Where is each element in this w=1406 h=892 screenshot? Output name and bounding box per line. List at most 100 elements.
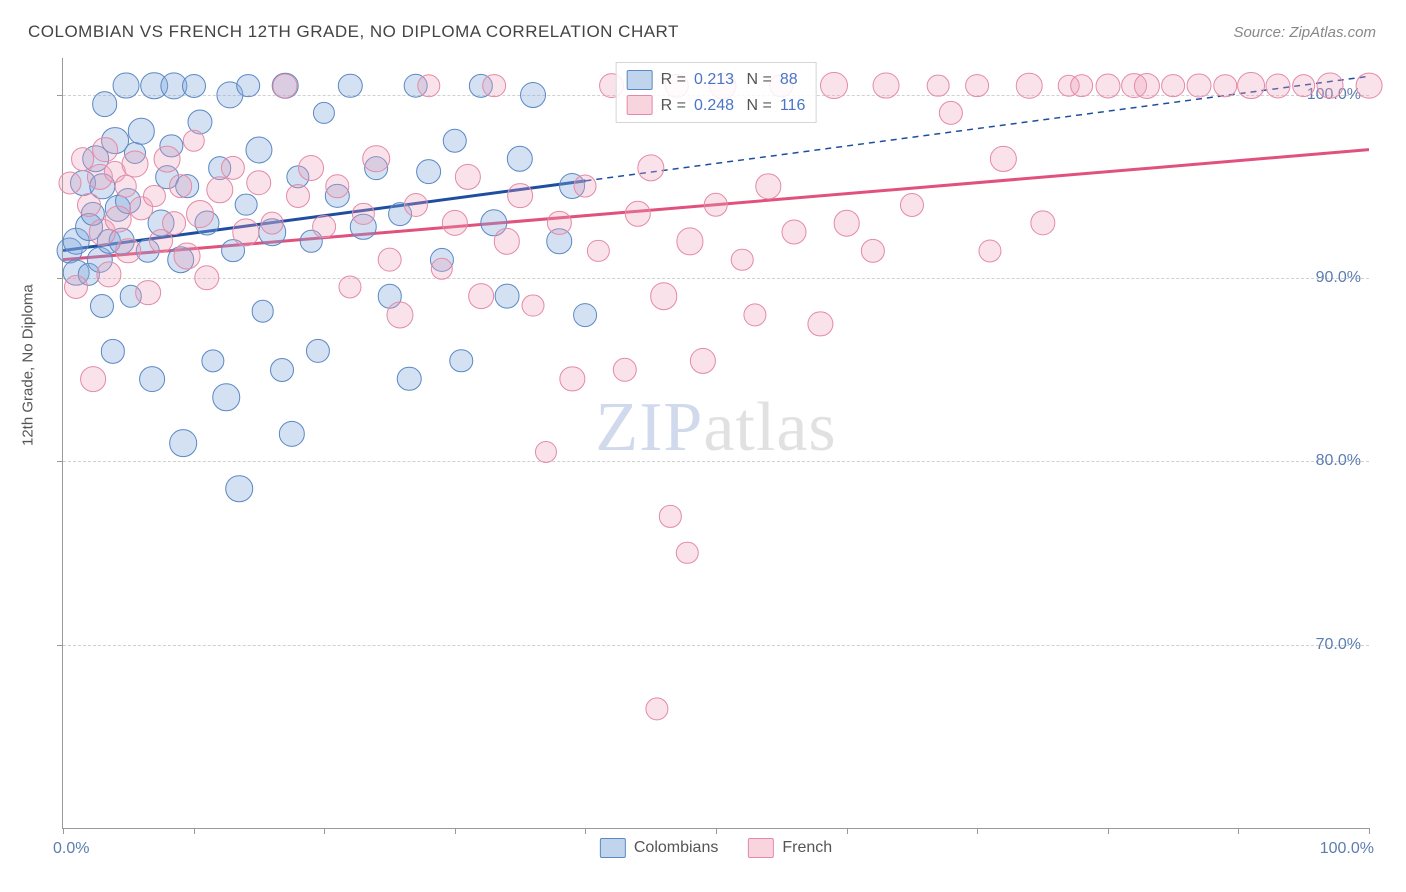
source-label: Source: ZipAtlas.com (1233, 24, 1376, 41)
data-point (431, 258, 453, 280)
data-point (637, 154, 664, 181)
data-point (522, 294, 545, 317)
data-point (443, 128, 467, 152)
r-label: R = (661, 67, 686, 93)
data-point (560, 366, 585, 391)
data-point (965, 74, 989, 98)
n-label: N = (742, 67, 772, 93)
data-point (58, 171, 81, 194)
data-point (186, 200, 214, 228)
data-point (96, 262, 121, 287)
data-point (624, 201, 650, 227)
swatch-blue-icon (600, 838, 626, 858)
y-axis-label: 12th Grade, No Diploma (20, 284, 37, 446)
data-point (704, 192, 728, 216)
data-point (872, 72, 899, 99)
y-tick-label: 90.0% (1316, 269, 1361, 287)
data-point (756, 174, 781, 199)
plot-area: ZIPatlas 70.0%80.0%90.0%100.0% R = 0.213… (62, 58, 1369, 829)
data-point (744, 303, 767, 326)
data-point (1030, 210, 1055, 235)
data-point (286, 184, 310, 208)
data-point (507, 183, 533, 209)
data-point (979, 239, 1002, 262)
data-point (139, 366, 165, 392)
data-point (676, 542, 698, 564)
data-point (820, 72, 848, 100)
legend-row-french: R = 0.248 N = 116 (627, 93, 806, 119)
data-point (1016, 72, 1043, 99)
data-point (246, 170, 272, 196)
data-point (92, 91, 118, 117)
data-point (112, 72, 139, 99)
data-point (833, 210, 860, 237)
data-point (442, 210, 468, 236)
data-point (237, 74, 261, 98)
data-point (520, 82, 546, 108)
data-point (174, 243, 201, 270)
legend-label-colombians: Colombians (634, 839, 718, 857)
data-point (939, 101, 963, 125)
data-point (990, 146, 1016, 172)
data-point (612, 357, 636, 381)
data-point (154, 145, 181, 172)
data-point (312, 215, 336, 239)
n-label: N = (742, 93, 772, 119)
n-value-french: 116 (780, 93, 806, 119)
data-point (468, 283, 494, 309)
data-point (1070, 74, 1094, 98)
data-point (143, 184, 165, 206)
data-point (90, 293, 114, 317)
legend-row-colombians: R = 0.213 N = 88 (627, 67, 806, 93)
data-point (313, 102, 335, 124)
watermark-zip: ZIP (595, 389, 703, 466)
data-point (1237, 72, 1265, 100)
data-point (808, 311, 833, 336)
data-point (306, 339, 330, 363)
data-point (212, 383, 240, 411)
correlation-legend: R = 0.213 N = 88 R = 0.248 N = 116 (616, 62, 817, 123)
data-point (105, 206, 132, 233)
data-point (1356, 72, 1383, 99)
data-point (270, 358, 294, 382)
data-point (731, 248, 754, 271)
data-point (404, 193, 428, 217)
data-point (298, 155, 324, 181)
data-point (169, 174, 193, 198)
data-point (128, 118, 154, 144)
x-tick-max: 100.0% (1320, 840, 1374, 858)
chart-title: COLOMBIAN VS FRENCH 12TH GRADE, NO DIPLO… (28, 22, 679, 42)
gridline (63, 278, 1369, 279)
gridline (63, 645, 1369, 646)
data-point (900, 193, 924, 217)
data-point (226, 475, 254, 503)
data-point (587, 239, 609, 261)
data-point (377, 247, 402, 272)
data-point (252, 300, 275, 323)
data-point (92, 137, 118, 163)
watermark-atlas: atlas (703, 389, 836, 466)
data-point (450, 349, 473, 372)
data-point (386, 301, 413, 328)
data-point (1316, 72, 1343, 99)
data-point (182, 129, 204, 151)
data-point (169, 429, 197, 457)
data-point (397, 367, 422, 392)
data-point (339, 276, 362, 299)
data-point (232, 218, 259, 245)
swatch-pink-icon (748, 838, 774, 858)
data-point (245, 136, 272, 163)
data-point (202, 349, 225, 372)
legend-label-french: French (782, 839, 832, 857)
swatch-pink (627, 95, 653, 115)
data-point (495, 284, 520, 309)
data-point (1161, 74, 1185, 98)
data-point (116, 238, 142, 264)
data-point (194, 265, 219, 290)
data-point (650, 283, 678, 311)
series-legend: Colombians French (600, 838, 832, 858)
data-point (1292, 74, 1316, 98)
data-point (535, 441, 557, 463)
data-point (221, 156, 245, 180)
data-point (206, 176, 233, 203)
